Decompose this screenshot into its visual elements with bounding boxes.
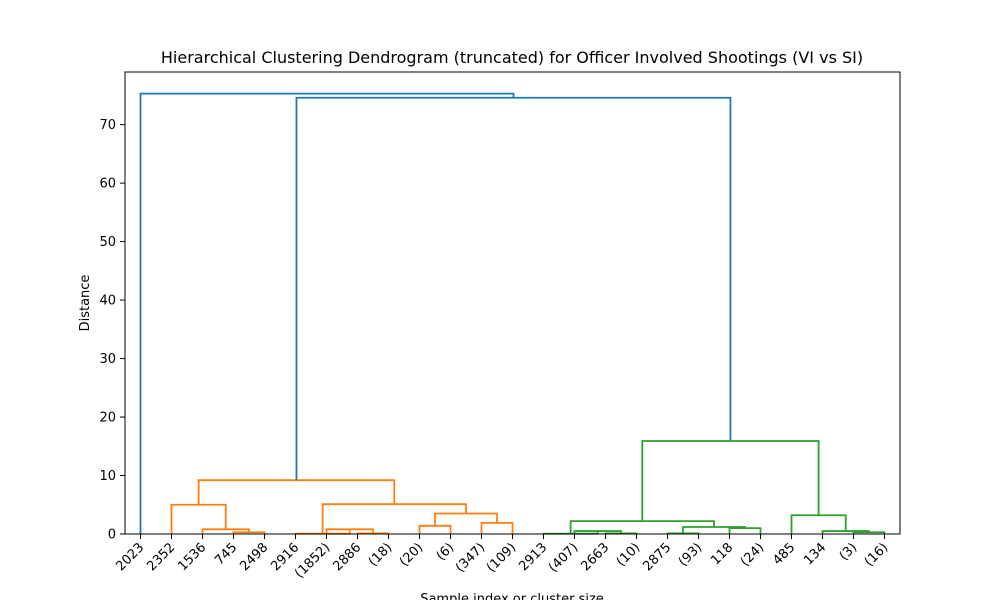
y-axis: 0 10 20 30 40 50 60 70	[99, 118, 125, 543]
x-tick-label: (20)	[397, 540, 426, 569]
x-tick-label: (3)	[837, 540, 861, 564]
y-tick-label: 40	[99, 294, 116, 309]
x-tick-label: 134	[801, 540, 829, 568]
dendrogram-link	[232, 531, 266, 534]
x-tick-label: 745	[212, 540, 240, 568]
x-tick-label: (6)	[434, 540, 458, 564]
x-tick-label: 1536	[175, 540, 209, 574]
x-tick-label: (24)	[738, 540, 767, 569]
dendrogram-link	[641, 440, 820, 522]
dendrogram-link	[201, 528, 250, 534]
plot-frame	[124, 71, 901, 535]
x-tick-label: (93)	[676, 540, 705, 569]
dendrogram-link	[852, 531, 886, 534]
x-tick-label: (10)	[614, 540, 643, 569]
y-axis-label: Distance	[78, 275, 93, 332]
x-tick-label: 2663	[578, 540, 612, 574]
x-tick-label: 2913	[516, 540, 550, 574]
x-tick-label: 485	[770, 540, 798, 568]
y-tick-label: 70	[99, 118, 116, 133]
dendrogram-link	[197, 479, 396, 505]
dendrogram-link	[728, 527, 762, 534]
dendrogram-link	[295, 96, 732, 481]
dendrogram-links	[139, 92, 886, 535]
x-tick-label: 2875	[640, 540, 674, 574]
y-tick-label: 0	[108, 528, 116, 543]
x-axis-label: Sample index or cluster size	[420, 592, 604, 600]
x-tick-label: (1852)	[292, 540, 333, 581]
dendrogram-link	[821, 530, 870, 534]
x-tick-label: 2023	[113, 540, 147, 574]
x-tick-label: (109)	[484, 540, 519, 575]
dendrogram-link	[434, 512, 498, 526]
dendrogram-link	[139, 92, 515, 534]
x-tick-label: 2886	[330, 540, 364, 574]
y-tick-label: 20	[99, 411, 116, 426]
y-tick-label: 10	[99, 469, 116, 484]
y-tick-label: 50	[99, 235, 116, 250]
x-tick-label: (18)	[366, 540, 395, 569]
x-tick-label: (407)	[546, 540, 581, 575]
dendrogram-link	[480, 521, 514, 534]
dendrogram-link	[418, 524, 452, 534]
x-tick-label: 2498	[237, 540, 271, 574]
x-tick-label: (16)	[862, 540, 891, 569]
x-tick-label: 2352	[144, 540, 178, 574]
y-tick-label: 60	[99, 177, 116, 192]
dendrogram-link	[321, 503, 467, 534]
y-tick-label: 30	[99, 352, 116, 367]
chart-title: Hierarchical Clustering Dendrogram (trun…	[161, 48, 863, 67]
x-tick-label: 118	[708, 540, 736, 568]
x-tick-label: (347)	[453, 540, 488, 575]
